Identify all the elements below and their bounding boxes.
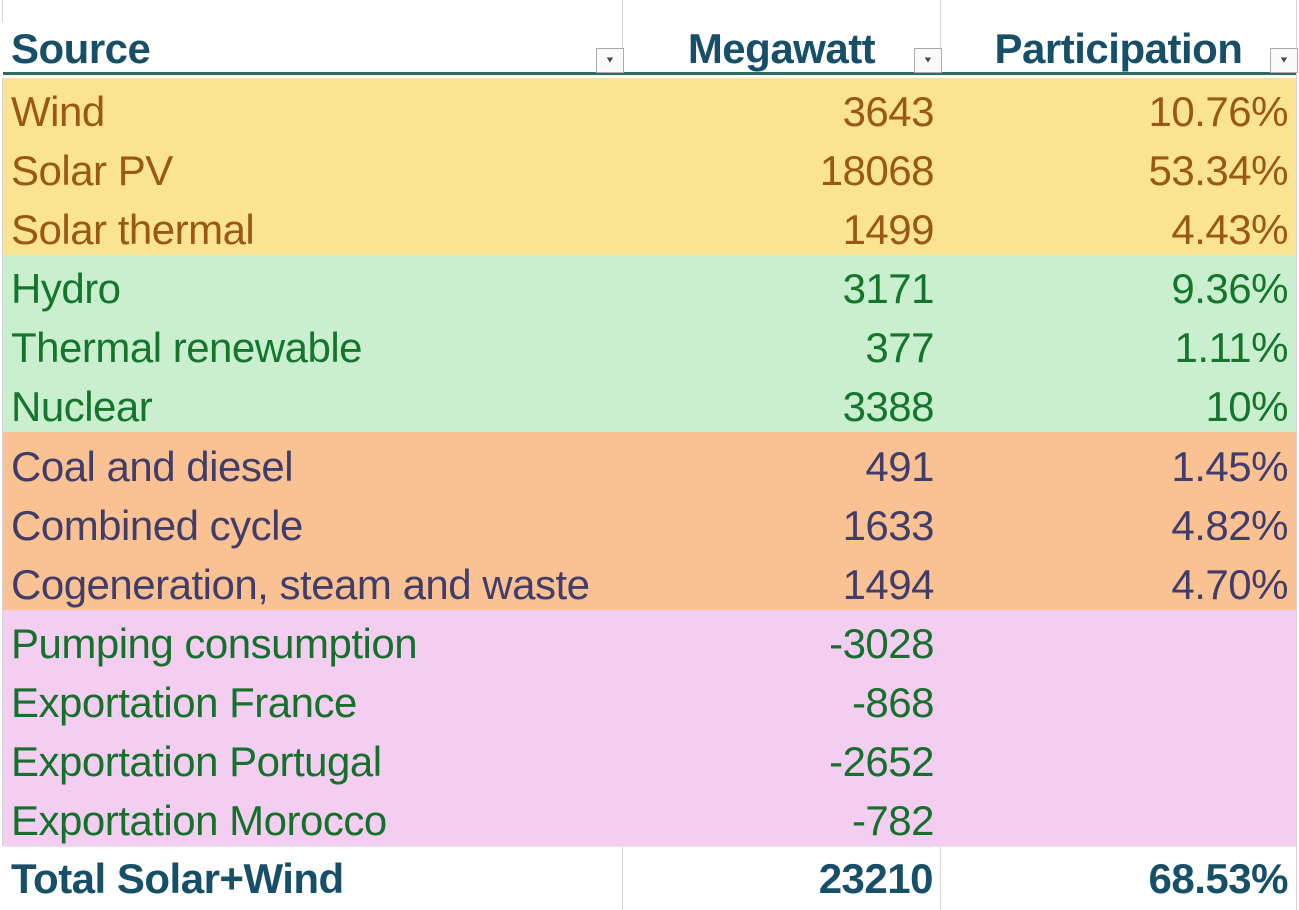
worksheet-gridline: [2, 78, 3, 846]
table-row: Solar PV 18068 53.34%: [3, 137, 1296, 197]
total-participation[interactable]: 68.53%: [1148, 855, 1289, 902]
cell-source[interactable]: Thermal renewable: [11, 324, 363, 372]
table-row: Exportation France -868: [3, 668, 1296, 728]
cell-participation[interactable]: 9.36%: [1171, 265, 1288, 313]
table-body: Wind 3643 10.76% Solar PV 18068 53.34% S…: [3, 78, 1296, 847]
worksheet-gridline: [2, 0, 3, 22]
filter-dropdown-icon: ▼: [604, 55, 616, 65]
table-row: Coal and diesel 491 1.45%: [3, 432, 1296, 492]
cell-source[interactable]: Coal and diesel: [11, 442, 294, 490]
cell-source[interactable]: Solar PV: [11, 147, 173, 195]
filter-dropdown-icon: ▼: [922, 55, 934, 65]
cell-megawatt[interactable]: 18068: [819, 147, 935, 195]
column-header-source[interactable]: Source ▼: [3, 0, 624, 73]
cell-participation[interactable]: [941, 610, 1296, 669]
filter-button-megawatt[interactable]: ▼: [914, 48, 942, 73]
table-row: Exportation Morocco -782: [3, 786, 1296, 847]
table-header-row: Source ▼ Megawatt ▼ Participation ▼: [3, 0, 1298, 75]
cell-source[interactable]: Nuclear: [11, 383, 153, 431]
cell-participation[interactable]: 4.70%: [1171, 560, 1288, 608]
cell-megawatt[interactable]: 3643: [842, 88, 935, 136]
filter-button-source[interactable]: ▼: [596, 48, 624, 73]
cell-source[interactable]: Pumping consumption: [11, 619, 418, 667]
cell-participation[interactable]: 1.45%: [1171, 442, 1288, 490]
cell-megawatt[interactable]: 1494: [842, 560, 935, 608]
cell-participation[interactable]: 4.43%: [1171, 206, 1288, 254]
total-row: Total Solar+Wind 23210 68.53%: [3, 846, 1296, 910]
cell-source[interactable]: Exportation France: [11, 678, 357, 726]
table-row: Nuclear 3388 10%: [3, 373, 1296, 433]
filter-button-participation[interactable]: ▼: [1270, 48, 1298, 73]
cell-megawatt[interactable]: -3028: [829, 619, 934, 667]
cell-source[interactable]: Combined cycle: [11, 501, 303, 549]
cell-participation[interactable]: 53.34%: [1148, 147, 1289, 195]
cell-source[interactable]: Hydro: [11, 265, 121, 313]
cell-megawatt[interactable]: 491: [865, 442, 934, 490]
cell-megawatt[interactable]: -2652: [829, 737, 934, 785]
table-row: Combined cycle 1633 4.82%: [3, 491, 1296, 551]
table-row: Exportation Portugal -2652: [3, 727, 1296, 787]
table-row: Pumping consumption -3028: [3, 609, 1296, 669]
cell-megawatt[interactable]: 3171: [842, 265, 935, 313]
table-row: Solar thermal 1499 4.43%: [3, 196, 1296, 256]
column-header-participation[interactable]: Participation ▼: [941, 0, 1298, 73]
cell-participation[interactable]: [941, 669, 1296, 728]
cell-source[interactable]: Solar thermal: [11, 206, 255, 254]
filter-dropdown-icon: ▼: [1278, 55, 1290, 65]
column-header-label: Megawatt: [687, 25, 876, 72]
cell-megawatt[interactable]: 1633: [842, 501, 935, 549]
worksheet-gridline: [1296, 0, 1297, 910]
data-table: Source ▼ Megawatt ▼ Participation ▼ Wind: [3, 0, 1298, 910]
table-row: Wind 3643 10.76%: [3, 78, 1296, 138]
total-label[interactable]: Total Solar+Wind: [3, 847, 623, 910]
cell-megawatt[interactable]: -782: [851, 797, 935, 845]
cell-participation[interactable]: [941, 728, 1296, 787]
cell-source[interactable]: Exportation Morocco: [11, 797, 387, 845]
cell-megawatt[interactable]: 3388: [842, 383, 935, 431]
cell-source[interactable]: Exportation Portugal: [11, 737, 382, 785]
total-megawatt[interactable]: 23210: [623, 847, 941, 910]
column-header-label: Source: [11, 25, 151, 72]
cell-megawatt[interactable]: 377: [865, 324, 934, 372]
cell-participation[interactable]: 4.82%: [1171, 501, 1288, 549]
cell-participation[interactable]: 10.76%: [1148, 88, 1289, 136]
cell-source[interactable]: Cogeneration, steam and waste: [11, 560, 590, 608]
cell-participation[interactable]: [941, 787, 1296, 846]
table-row: Thermal renewable 377 1.11%: [3, 314, 1296, 374]
cell-participation[interactable]: 10%: [1205, 383, 1288, 431]
table-row: Hydro 3171 9.36%: [3, 255, 1296, 315]
cell-megawatt[interactable]: -868: [851, 678, 935, 726]
cell-megawatt[interactable]: 1499: [842, 206, 935, 254]
table-row: Cogeneration, steam and waste 1494 4.70%: [3, 550, 1296, 610]
column-header-megawatt[interactable]: Megawatt ▼: [623, 0, 942, 73]
cell-participation[interactable]: 1.11%: [1174, 324, 1289, 372]
column-header-label: Participation: [994, 25, 1243, 72]
cell-source[interactable]: Wind: [11, 88, 105, 136]
